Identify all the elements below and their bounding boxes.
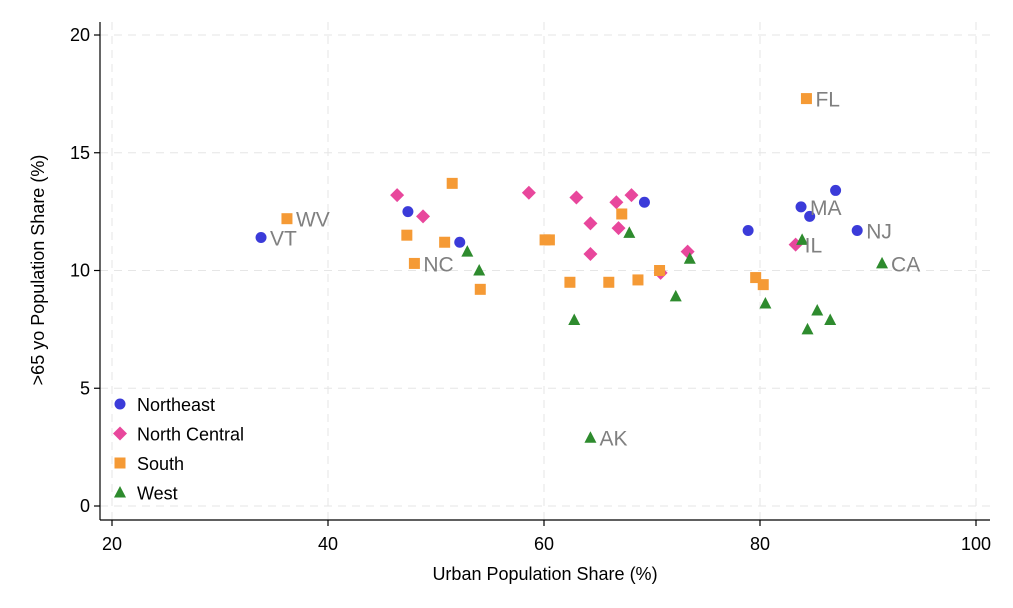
data-point (408, 257, 420, 269)
data-point (654, 265, 666, 276)
data-point (796, 233, 809, 245)
data-point (759, 296, 772, 309)
legend-marker (114, 486, 126, 498)
data-point (795, 201, 807, 213)
data-point (454, 236, 466, 248)
y-tick-label: 5 (80, 378, 90, 398)
point-label: IL (805, 235, 823, 258)
axes (94, 22, 990, 526)
data-point (416, 209, 431, 224)
legend-label: North Central (137, 425, 244, 445)
point-label: MA (810, 197, 842, 220)
data-point (583, 216, 598, 231)
legend-label: South (137, 454, 184, 474)
data-point (750, 272, 762, 284)
data-point (390, 188, 405, 203)
data-point (439, 236, 451, 248)
data-point (801, 322, 814, 335)
data-point (281, 213, 293, 225)
data-point (461, 245, 474, 257)
legend-marker (114, 457, 126, 469)
data-point (800, 93, 812, 105)
data-point (569, 190, 584, 205)
point-labels: VT MA NJ IL WV NC FL AK CA (270, 89, 920, 451)
data-point (611, 221, 626, 236)
tick-labels: 20 40 60 80 100 0 5 10 15 20 (70, 25, 991, 554)
point-label: NC (423, 253, 453, 276)
data-point (521, 185, 536, 200)
legend-label: West (137, 484, 178, 504)
x-tick-label: 20 (102, 534, 122, 554)
data-point (638, 196, 650, 208)
data-point (804, 210, 816, 222)
data-point (632, 274, 644, 286)
data-points (255, 93, 889, 443)
point-label: WV (296, 209, 330, 232)
data-point (669, 289, 682, 302)
point-label: VT (270, 228, 297, 251)
data-point (616, 208, 628, 220)
data-point (603, 276, 615, 288)
data-point (757, 279, 769, 291)
point-label: CA (891, 253, 920, 276)
legend: Northeast North Central South West (113, 395, 244, 504)
data-point (474, 283, 486, 295)
point-label: AK (599, 428, 627, 451)
y-tick-label: 15 (70, 143, 90, 163)
data-point (568, 313, 581, 325)
data-point (473, 264, 486, 276)
y-tick-label: 0 (80, 496, 90, 516)
data-point (255, 232, 267, 244)
data-point (876, 256, 889, 269)
data-point (584, 431, 597, 443)
data-point (583, 247, 598, 262)
data-point (446, 177, 458, 189)
y-tick-label: 20 (70, 25, 90, 45)
grid-lines (100, 22, 990, 520)
data-point (401, 229, 413, 241)
data-point (623, 226, 636, 238)
y-tick-label: 10 (70, 261, 90, 281)
x-tick-label: 40 (318, 534, 338, 554)
data-point (851, 224, 863, 236)
data-point (609, 195, 624, 210)
legend-label: Northeast (137, 395, 215, 415)
data-point (402, 206, 414, 218)
data-point (742, 224, 754, 236)
data-point (824, 313, 837, 325)
legend-marker (114, 398, 126, 410)
x-tick-label: 80 (750, 534, 770, 554)
data-point (683, 252, 696, 264)
x-axis-title: Urban Population Share (%) (432, 564, 657, 584)
data-point (564, 276, 576, 288)
point-label: NJ (866, 220, 892, 243)
x-tick-label: 100 (961, 534, 991, 554)
data-point (543, 234, 555, 246)
x-tick-label: 60 (534, 534, 554, 554)
legend-marker (113, 426, 127, 441)
data-point (811, 304, 824, 316)
point-label: FL (815, 89, 840, 112)
data-point (624, 188, 639, 203)
y-axis-title: >65 yo Population Share (%) (28, 155, 48, 386)
data-point (830, 184, 842, 196)
